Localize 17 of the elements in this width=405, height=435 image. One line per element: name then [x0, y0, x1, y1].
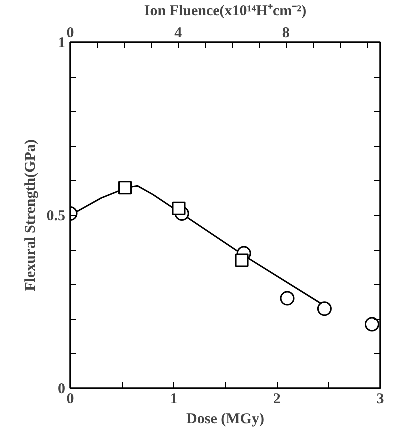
point	[364, 317, 380, 332]
x-tick-label: 1	[170, 392, 178, 408]
y-tick-label: 0	[58, 382, 66, 398]
point	[172, 202, 186, 216]
y-axis-title: Flexural Strength(GPa)	[22, 140, 39, 292]
point	[280, 291, 295, 306]
point	[235, 254, 249, 268]
x-axis-title: Dose (MGy)	[186, 412, 264, 428]
point	[317, 302, 332, 316]
point	[118, 181, 132, 195]
x2-tick-label: 8	[282, 26, 290, 42]
y-tick-label: 1	[58, 36, 66, 52]
x-tick-label: 2	[273, 392, 281, 408]
x2-axis-title: Ion Fluence(x10¹⁴H⁺cm⁻²)	[144, 4, 307, 20]
y-tick-label: 0.5	[46, 208, 66, 224]
x2-tick-label: 4	[174, 26, 183, 42]
x-tick-label: 3	[376, 392, 384, 408]
